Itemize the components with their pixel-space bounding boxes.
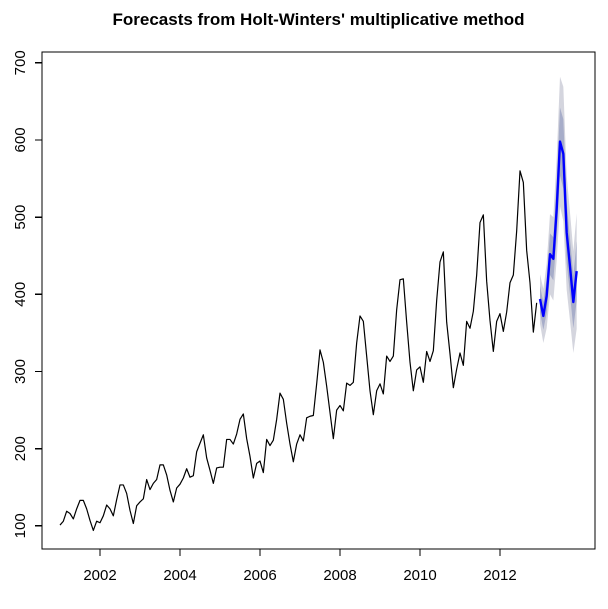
chart-title: Forecasts from Holt-Winters' multiplicat… (112, 10, 525, 29)
x-axis-tick-label: 2002 (83, 567, 116, 584)
y-axis-tick-label: 700 (12, 50, 29, 75)
x-axis-tick-label: 2008 (323, 567, 356, 584)
y-axis-tick-label: 500 (12, 205, 29, 230)
y-axis-tick-label: 300 (12, 359, 29, 384)
y-axis-tick-label: 600 (12, 127, 29, 152)
y-axis-tick-label: 200 (12, 436, 29, 461)
x-axis-tick-label: 2004 (163, 567, 196, 584)
x-axis-tick-label: 2006 (243, 567, 276, 584)
observed-series-line (59, 170, 538, 532)
x-axis-tick-label: 2010 (403, 567, 436, 584)
y-axis-tick-label: 400 (12, 282, 29, 307)
forecast-mean-line (538, 140, 578, 318)
y-axis-tick-label: 100 (12, 513, 29, 538)
x-axis-tick-label: 2012 (483, 567, 516, 584)
plot-frame (41, 51, 596, 550)
